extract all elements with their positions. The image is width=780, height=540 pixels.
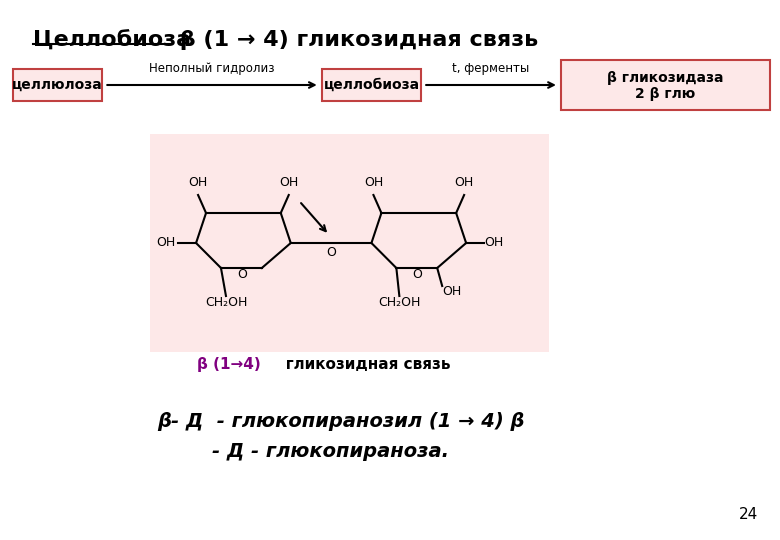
Text: гликозидная связь: гликозидная связь [270, 357, 450, 372]
Text: OH: OH [484, 237, 504, 249]
Text: OH: OH [157, 237, 176, 249]
Text: CH₂OH: CH₂OH [378, 296, 420, 309]
Text: β- Д  - глюкопиранозил (1 → 4) β: β- Д - глюкопиранозил (1 → 4) β [158, 412, 525, 431]
Bar [321, 69, 421, 101]
Text: t, ферменты: t, ферменты [452, 62, 530, 75]
Text: O: O [326, 246, 336, 260]
Text: Неполный гидролиз: Неполный гидролиз [149, 62, 275, 75]
Text: 24: 24 [739, 507, 757, 522]
Text: 2 β глю: 2 β глю [635, 87, 696, 101]
Bar [561, 60, 770, 110]
Text: OH: OH [189, 176, 207, 189]
Text: - Д - глюкопираноза.: - Д - глюкопираноза. [212, 442, 449, 461]
Text: β гликозидаза: β гликозидаза [607, 71, 724, 85]
Bar [151, 134, 549, 352]
Bar [12, 69, 102, 101]
Text: O: O [237, 268, 246, 281]
Text: OH: OH [363, 176, 383, 189]
Text: целлюлоза: целлюлоза [12, 78, 103, 92]
Text: целлобиоза: целлобиоза [324, 78, 420, 92]
Text: CH₂OH: CH₂OH [205, 296, 247, 309]
Text: OH: OH [455, 176, 473, 189]
Text: β (1 → 4) гликозидная связь: β (1 → 4) гликозидная связь [172, 30, 538, 50]
Text: Целлобиоза: Целлобиоза [33, 30, 191, 50]
Text: OH: OH [279, 176, 299, 189]
Text: β (1→4): β (1→4) [197, 357, 261, 372]
Text: O: O [413, 268, 422, 281]
Text: OH: OH [442, 285, 462, 298]
